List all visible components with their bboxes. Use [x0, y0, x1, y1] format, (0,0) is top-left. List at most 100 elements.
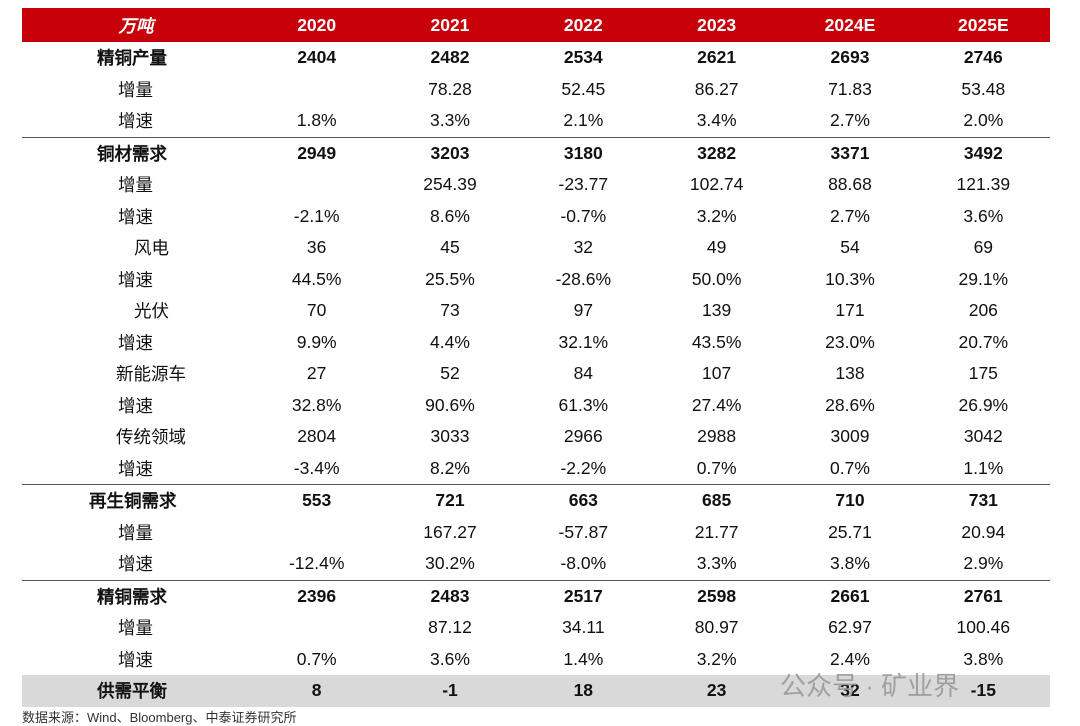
value-cell: -15 — [916, 675, 1050, 707]
value-cell: -3.4% — [293, 457, 340, 478]
value-cell: 61.3% — [558, 394, 609, 415]
value-cell: 8.2% — [430, 457, 470, 478]
value-cell: 3009 — [830, 426, 870, 447]
value-cell: 23 — [649, 675, 784, 707]
row-label: 增量 — [118, 618, 153, 639]
value-cell: 2483 — [383, 579, 517, 612]
value-cell: 107 — [702, 363, 732, 384]
row-label: 精铜需求 — [22, 579, 250, 612]
value-cell: 2396 — [250, 579, 384, 612]
value-cell: 100.46 — [956, 617, 1011, 638]
table-row: 增速 32.8% 90.6% 61.3% 27.4% 28.6% 26.9% — [22, 390, 1050, 422]
value-cell: 102.74 — [689, 174, 744, 195]
value-cell: 175 — [968, 363, 998, 384]
value-cell: 30.2% — [425, 553, 475, 574]
value-cell: 36 — [306, 237, 327, 258]
value-cell: 1.8% — [296, 110, 337, 131]
table-row: 精铜产量 2404 2482 2534 2621 2693 2746 — [22, 42, 1050, 74]
empty-cell — [250, 612, 383, 644]
value-cell: 0.7% — [830, 457, 870, 478]
value-cell: 2.0% — [963, 110, 1004, 131]
value-cell: 88.68 — [828, 174, 872, 195]
value-cell: 138 — [835, 363, 865, 384]
table-row: 增量 78.28 52.45 86.27 71.83 53.48 — [22, 74, 1050, 106]
value-cell: 50.0% — [691, 268, 742, 289]
row-label: 增速 — [118, 111, 153, 132]
value-cell: 20.94 — [961, 521, 1006, 542]
header-year: 2021 — [383, 8, 517, 42]
value-cell: 4.4% — [430, 331, 470, 352]
row-label: 供需平衡 — [22, 675, 250, 707]
value-cell: 8 — [250, 675, 384, 707]
value-cell: 52 — [440, 363, 460, 384]
table-row: 增速 9.9% 4.4% 32.1% 43.5% 23.0% 20.7% — [22, 327, 1050, 359]
table-row: 增速 44.5% 25.5% -28.6% 50.0% 10.3% 29.1% — [22, 264, 1050, 296]
value-cell: 139 — [702, 300, 732, 321]
value-cell: 3203 — [383, 136, 517, 169]
value-cell: 3492 — [916, 136, 1050, 169]
value-cell: 2.7% — [830, 110, 870, 131]
row-label: 增速 — [118, 554, 153, 575]
row-label: 精铜产量 — [97, 48, 167, 69]
row-label: 风电 — [134, 238, 169, 259]
table-row: 再生铜需求 553 721 663 685 710 731 — [22, 484, 1050, 517]
table-row: 增量 254.39 -23.77 102.74 88.68 121.39 — [22, 169, 1050, 201]
table-row: 增速 -2.1% 8.6% -0.7% 3.2% 2.7% 3.6% — [22, 201, 1050, 233]
table-row: 增量 87.12 34.11 80.97 62.97 100.46 — [22, 612, 1050, 644]
value-cell: -2.1% — [293, 205, 340, 226]
value-cell: 2693 — [830, 47, 870, 68]
value-cell: 2.4% — [830, 648, 870, 669]
value-cell: 84 — [573, 363, 594, 384]
value-cell: 71.83 — [828, 78, 872, 99]
value-cell: 2482 — [430, 47, 470, 68]
header-year: 2024E — [783, 8, 917, 42]
value-cell: 25.71 — [828, 521, 872, 542]
value-cell: -12.4% — [288, 553, 345, 574]
value-cell: 44.5% — [291, 268, 342, 289]
watermark: 公众号 · 矿业界 — [780, 671, 960, 701]
value-cell: 32.1% — [558, 331, 609, 352]
row-label: 再生铜需求 — [22, 484, 250, 517]
value-cell: 3.2% — [696, 648, 737, 669]
value-cell: -28.6% — [555, 268, 612, 289]
data-table: 万吨 2020 2021 2022 2023 2024E 2025E 精铜产量 2404 248… — [22, 8, 1050, 707]
value-cell: 32.8% — [291, 394, 342, 415]
value-cell: 2661 — [783, 579, 917, 612]
value-cell: 3.2% — [696, 205, 737, 226]
value-cell: 2988 — [697, 426, 737, 447]
row-label: 增速 — [118, 269, 153, 290]
value-cell: 0.7% — [696, 457, 737, 478]
table-row: 风电 36 45 32 49 54 69 — [22, 232, 1050, 264]
value-cell: 710 — [783, 484, 917, 517]
value-cell: 3180 — [516, 136, 650, 169]
value-cell: 32 — [573, 237, 594, 258]
value-cell: 43.5% — [691, 331, 742, 352]
value-cell: 2761 — [916, 579, 1050, 612]
table-row: 铜材需求 2949 3203 3180 3282 3371 3492 — [22, 136, 1050, 169]
value-cell: 90.6% — [425, 394, 475, 415]
row-label: 新能源车 — [116, 364, 186, 385]
row-label: 增速 — [118, 458, 153, 479]
value-cell: 3371 — [783, 136, 917, 169]
row-label: 增速 — [118, 206, 153, 227]
empty-cell — [250, 74, 383, 106]
row-label: 增速 — [118, 332, 153, 353]
value-cell: 78.28 — [428, 78, 472, 99]
row-label: 增量 — [118, 175, 153, 196]
value-cell: 45 — [440, 237, 460, 258]
value-cell: -23.77 — [558, 174, 609, 195]
value-cell: 3.8% — [963, 648, 1004, 669]
value-cell: 3.3% — [430, 110, 470, 131]
value-cell: 29.1% — [958, 268, 1009, 289]
table-row: 精铜需求 2396 2483 2517 2598 2661 2761 — [22, 579, 1050, 612]
value-cell: 731 — [916, 484, 1050, 517]
value-cell: 97 — [573, 300, 594, 321]
value-cell: 32 — [783, 675, 917, 707]
value-cell: 53.48 — [961, 78, 1006, 99]
value-cell: 2.7% — [830, 205, 870, 226]
value-cell: 2804 — [297, 426, 337, 447]
value-cell: 20.7% — [958, 331, 1009, 352]
value-cell: 721 — [383, 484, 517, 517]
value-cell: 2534 — [563, 47, 603, 68]
value-cell: 2621 — [697, 47, 737, 68]
